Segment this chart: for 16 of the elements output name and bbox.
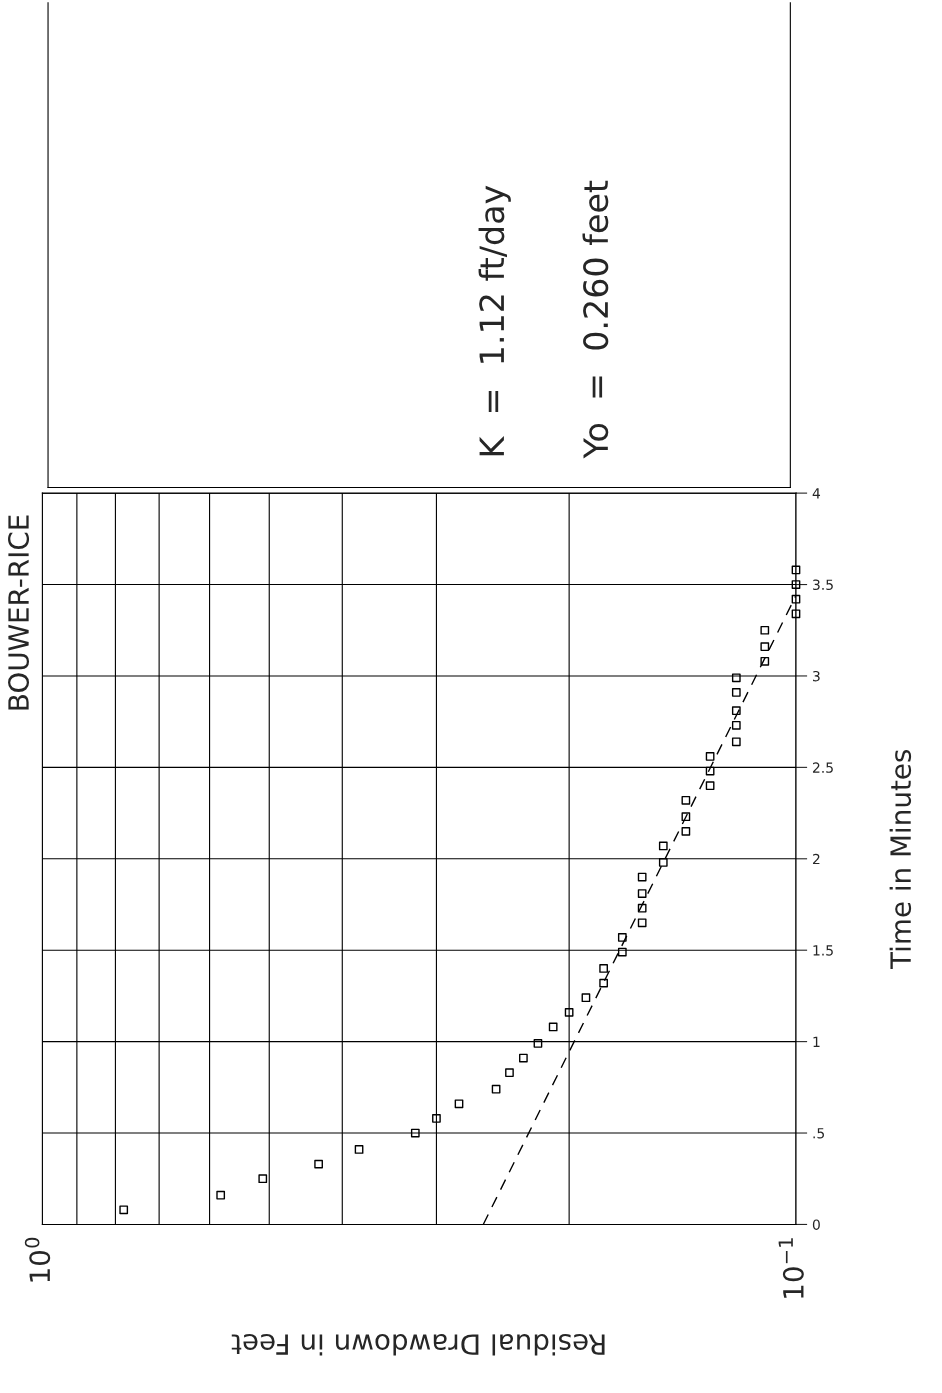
y-tick-label: .5	[813, 1128, 824, 1139]
x-axis-title: Residual Drawdown in Feet	[231, 1334, 605, 1356]
y-tick-label: 2	[812, 853, 820, 865]
text: Yo = 0.260 feet	[582, 180, 609, 459]
text: BOUWER-RICE	[8, 515, 30, 710]
y-axis-title: Time in Minutes	[889, 749, 912, 970]
y-tick-label: 4	[812, 488, 821, 499]
y-tick-label: 3	[813, 670, 820, 682]
y-tick-label: 1	[813, 1036, 820, 1047]
y-tick-label: 2.5	[812, 762, 833, 773]
x-tick-label: 10$^{0}$	[24, 1237, 51, 1282]
y-tick-label: 1.5	[813, 945, 833, 956]
y-tick-label: 3.5	[813, 579, 833, 591]
text: K = 1.12 ft/day	[478, 185, 511, 456]
x-tick-label: 10$^{−1}$	[778, 1238, 804, 1298]
y-tick-label: 0	[812, 1219, 820, 1230]
